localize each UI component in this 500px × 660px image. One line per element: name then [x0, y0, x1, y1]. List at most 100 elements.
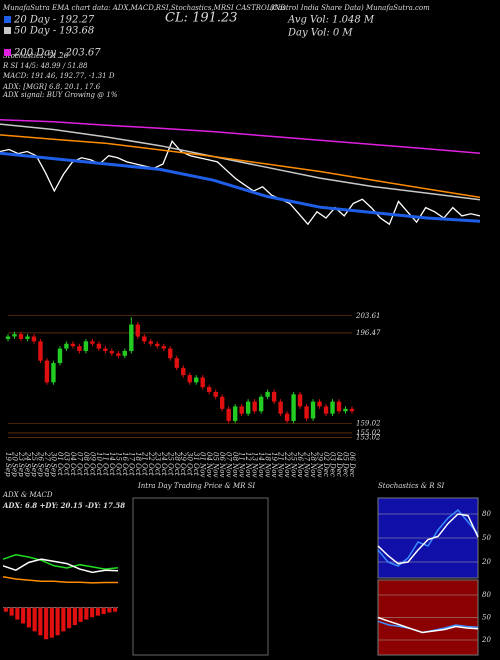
- series-line: [2, 558, 119, 574]
- panel-subtitle: ADX: 6.8 +DY: 20.15 -DY: 17.58: [2, 501, 125, 510]
- candle-body: [181, 367, 186, 376]
- candle-body: [57, 348, 63, 364]
- candle-body: [336, 401, 342, 412]
- candle-body: [343, 408, 348, 412]
- series-line: [377, 616, 479, 634]
- series-line: [0, 119, 481, 154]
- bar: [101, 607, 106, 615]
- annotation: ADX signal: BUY Growing @ 1%: [2, 91, 118, 99]
- series-line: [0, 134, 481, 199]
- x-tick-label: 17 Oct: [127, 452, 135, 476]
- x-tick-label: 25 Oct: [166, 451, 174, 476]
- bar: [21, 607, 26, 624]
- x-tick-label: 08 Oct: [82, 452, 90, 476]
- x-tick-label: 11 Nov: [238, 452, 246, 477]
- candle-body: [278, 401, 283, 414]
- y-tick-label: 155.02: [356, 429, 381, 437]
- candle-body: [116, 353, 121, 356]
- candle-body: [109, 350, 115, 354]
- series-line: [0, 151, 481, 223]
- x-tick-label: 12 Nov: [244, 452, 252, 477]
- annotation: (Castrol India Share Data) MunafaSutra.c…: [270, 4, 430, 12]
- x-tick-label: 01 Nov: [199, 452, 207, 477]
- x-tick-label: 15 Oct: [114, 452, 122, 476]
- candle-body: [194, 377, 199, 383]
- x-tick-label: 28 Nov: [309, 451, 317, 477]
- candle-body: [70, 343, 76, 347]
- x-tick-label: 04 Oct: [69, 452, 77, 476]
- legend-label: 50 Day - 193.68: [14, 26, 94, 37]
- y-tick-label: 196.47: [356, 329, 381, 337]
- x-tick-label: 23 Sep: [17, 451, 25, 477]
- panel-title: Stochastics & R SI: [378, 482, 445, 490]
- candle-body: [291, 394, 296, 421]
- x-tick-label: 01 Oct: [56, 452, 64, 476]
- candle-body: [161, 346, 166, 349]
- candle-body: [122, 350, 128, 356]
- bar: [32, 607, 37, 632]
- candle-body: [226, 408, 231, 421]
- y-tick-label: 50: [482, 614, 491, 622]
- x-tick-label: 07 Nov: [225, 452, 233, 477]
- candle-body: [239, 406, 244, 414]
- bar: [113, 607, 118, 612]
- x-tick-label: 30 Sep: [49, 452, 57, 477]
- x-tick-label: 25 Sep: [30, 451, 38, 477]
- x-tick-label: 14 Oct: [108, 452, 116, 476]
- candle-body: [155, 343, 160, 347]
- x-tick-label: 26 Sep: [36, 451, 44, 477]
- candle-body: [304, 406, 309, 419]
- x-tick-label: 28 Oct: [173, 451, 181, 476]
- candle-body: [207, 387, 212, 392]
- candle-body: [83, 341, 89, 351]
- candle-body: [135, 324, 141, 337]
- x-tick-label: 20 Sep: [10, 451, 18, 477]
- series-line: [2, 554, 119, 570]
- panel-title: Intra Day Trading Price & MR SI: [137, 482, 255, 490]
- legend-swatch: [4, 16, 11, 23]
- candle-body: [18, 334, 24, 339]
- candle-body: [187, 375, 192, 383]
- series-line: [2, 576, 118, 584]
- y-tick-label: 50: [482, 534, 491, 542]
- y-tick-label: 80: [482, 510, 491, 518]
- candle-body: [265, 391, 270, 397]
- candle-body: [142, 336, 147, 342]
- candle-body: [213, 391, 218, 397]
- x-tick-label: 16 Oct: [121, 452, 129, 476]
- bar: [26, 607, 31, 628]
- bar: [55, 607, 60, 636]
- x-tick-label: 07 Oct: [75, 452, 83, 476]
- candle-body: [232, 406, 238, 421]
- annotation: MunafaSutra EMA chart data: ADX,MACD,RSI…: [2, 4, 286, 12]
- bar: [90, 607, 95, 618]
- x-tick-label: 06 Nov: [218, 452, 226, 477]
- x-tick-label: 21 Nov: [277, 451, 285, 477]
- bar: [84, 607, 89, 620]
- x-tick-label: 21 Oct: [140, 451, 148, 476]
- candle-body: [77, 346, 82, 351]
- x-tick-label: 03 Oct: [62, 452, 70, 476]
- candle-body: [31, 336, 37, 342]
- candle-body: [252, 401, 257, 412]
- x-tick-label: 08 Nov: [231, 452, 239, 477]
- bar: [15, 607, 20, 620]
- candle-body: [96, 343, 102, 349]
- legend-swatch: [4, 27, 11, 34]
- bar: [78, 607, 83, 622]
- x-tick-label: 25 Nov: [290, 451, 298, 477]
- candle-body: [64, 343, 69, 349]
- x-tick-label: 04 Nov: [205, 452, 213, 477]
- bar: [49, 607, 54, 638]
- x-tick-label: 14 Nov: [257, 452, 265, 477]
- x-tick-label: 27 Nov: [303, 451, 311, 477]
- legend-swatch: [4, 49, 11, 56]
- candle-body: [317, 401, 322, 407]
- bar: [61, 607, 66, 632]
- x-tick-label: 10 Oct: [95, 452, 103, 476]
- y-tick-label: 153.02: [356, 434, 381, 442]
- candle-body: [103, 348, 108, 351]
- annotation: R SI 14/5: 48.99 / 51.88: [2, 62, 88, 70]
- candle-body: [174, 358, 179, 368]
